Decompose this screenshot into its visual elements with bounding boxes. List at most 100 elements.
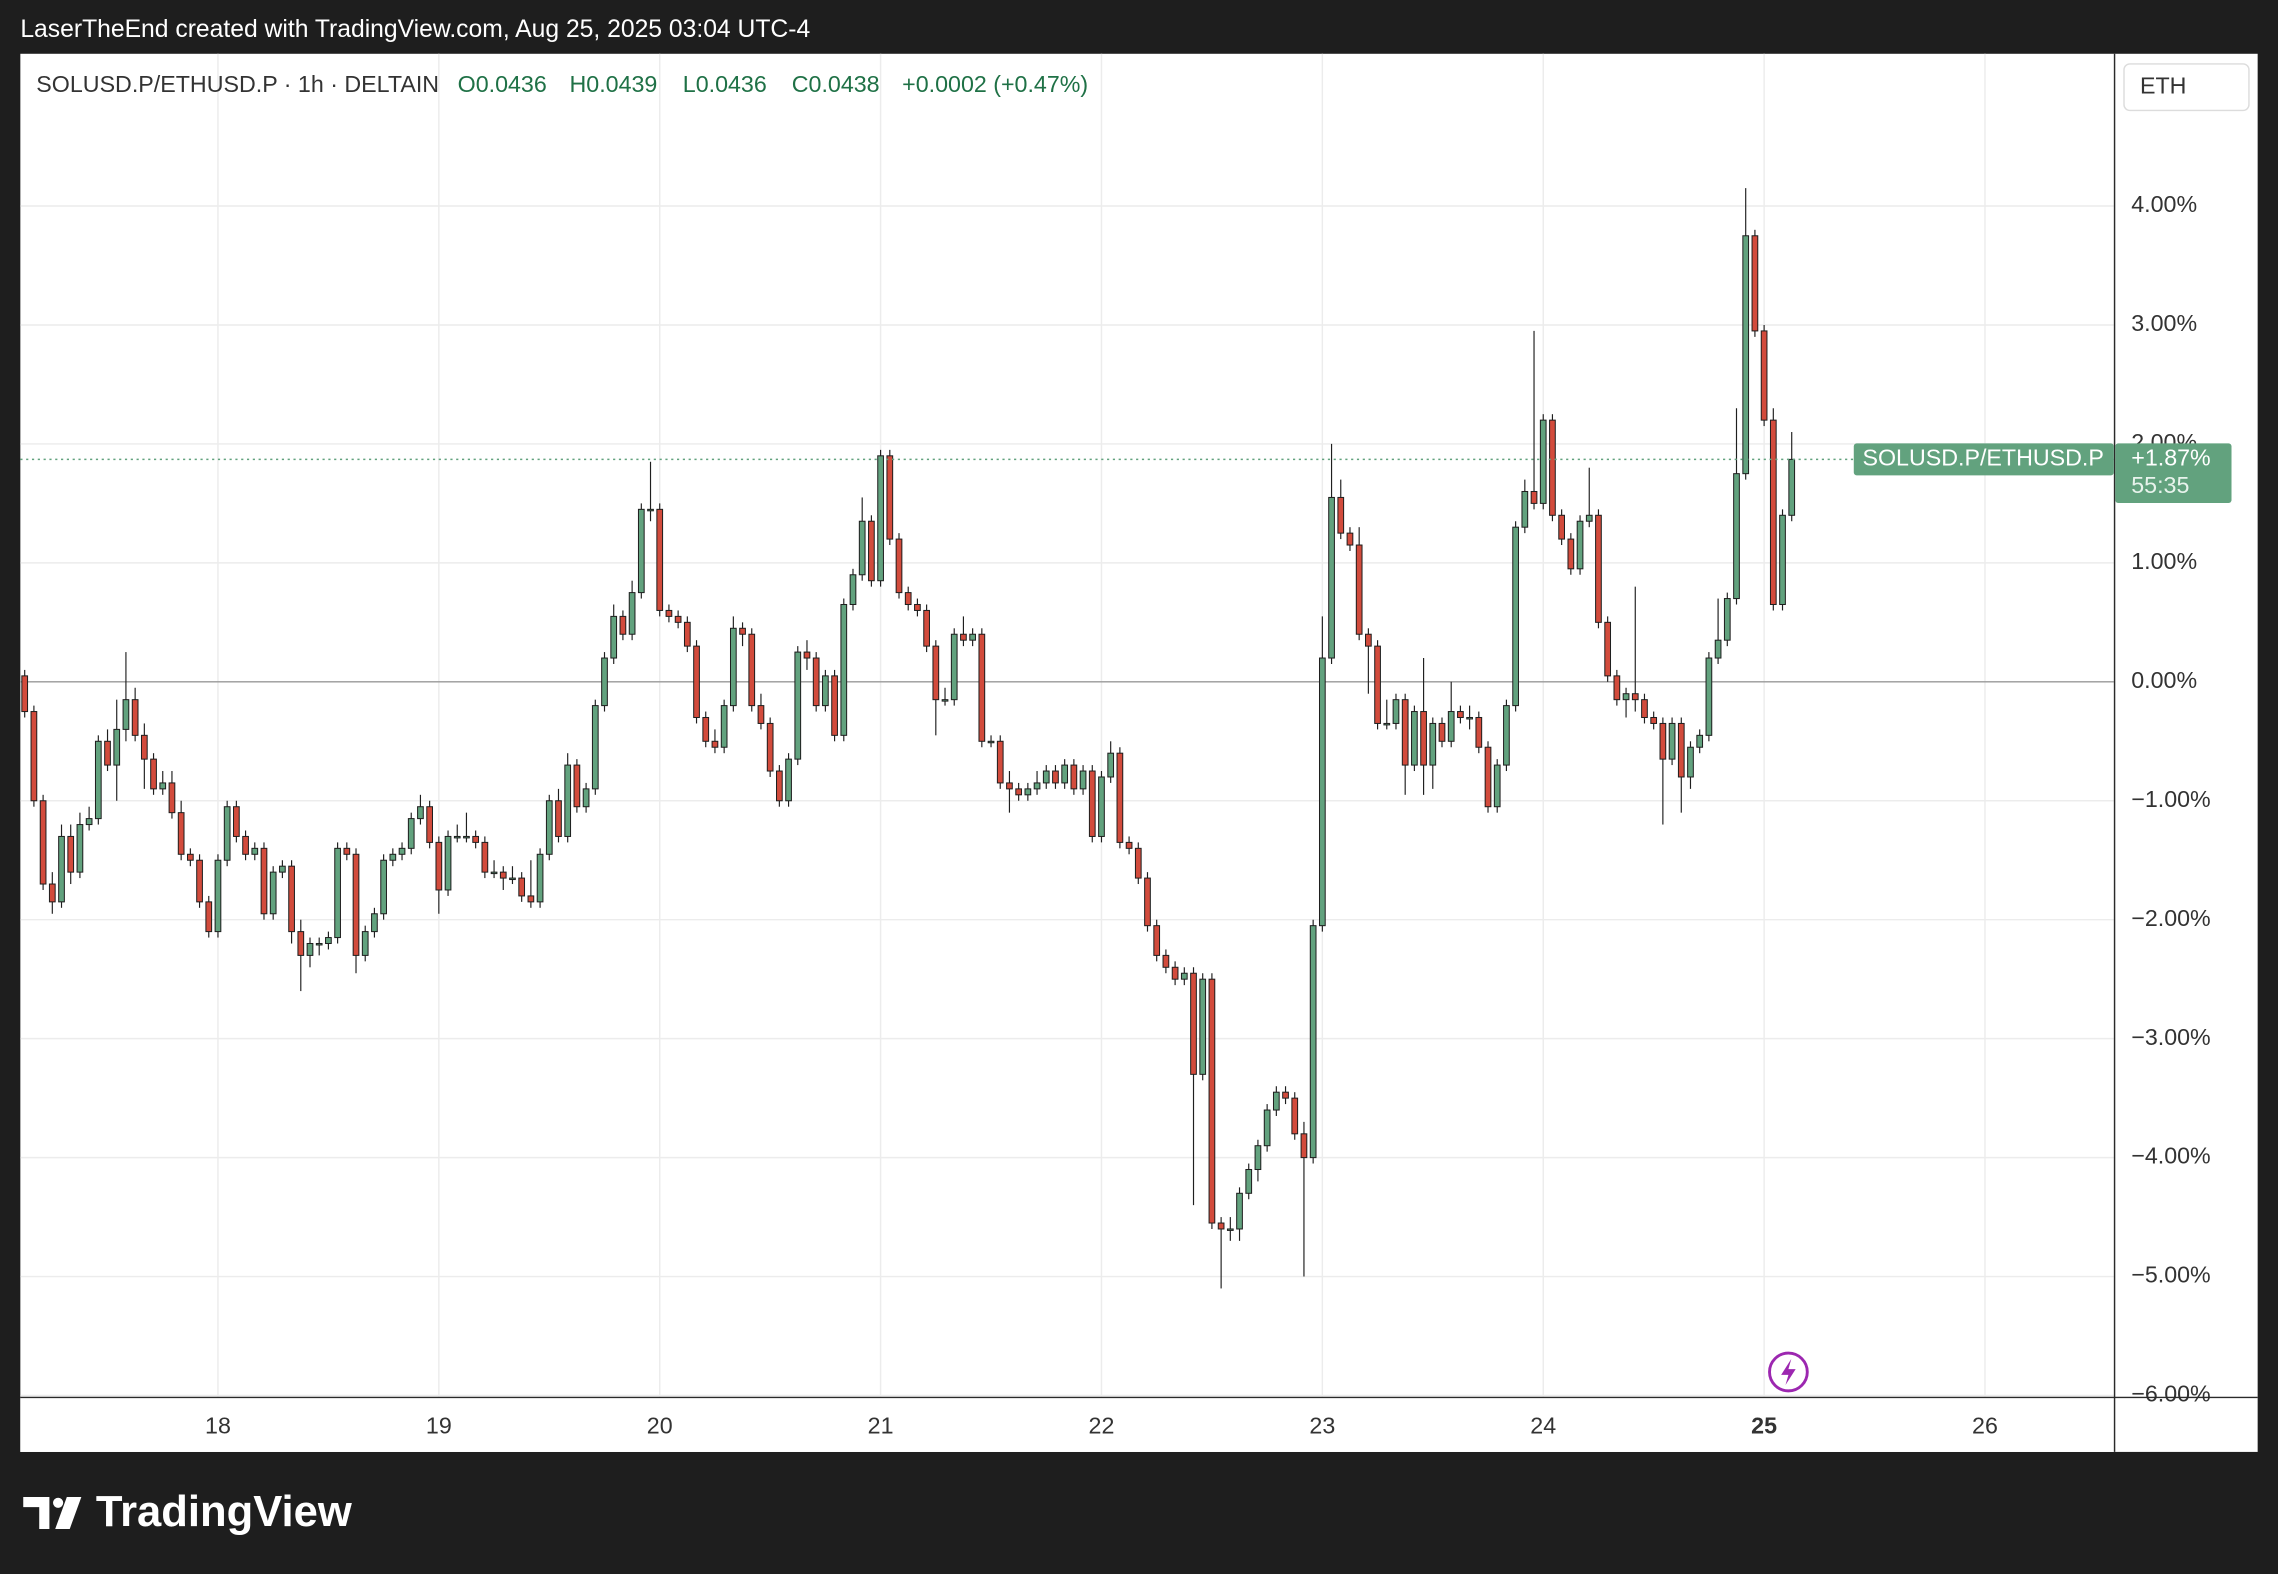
logo-dot [53,1497,64,1508]
countdown-label: 55:35 [2131,472,2189,498]
candle-body [794,651,802,760]
x-tick-label: 20 [647,1412,673,1438]
candle-body [950,633,958,701]
candle-body [1171,966,1179,980]
candle-body [1226,1228,1234,1231]
candle-body [361,931,369,956]
candle-body [978,633,986,742]
candle-body [1070,764,1078,790]
candle-body [555,800,562,837]
candle-body [1733,473,1740,600]
alert-icon[interactable] [1768,1351,1809,1393]
candle-body [214,859,222,933]
overlay: 18 19 20 21 22 23 24 25 26 SOLUSD.P/ETHUSD.P +1.87… [205,443,2232,1438]
candle-body [1052,770,1059,784]
y-tick-label: 3.00% [2131,310,2197,336]
currency-button-box[interactable] [2123,63,2250,112]
x-tick-label: 26 [1972,1412,1998,1438]
y-tick-label: −6.00% [2131,1381,2210,1407]
candle-body [1613,675,1621,701]
y-tick-label: 4.00% [2131,191,2197,217]
candle-body [527,895,535,903]
time-axis [20,1398,2114,1452]
last-symbol-box [1853,443,2114,476]
candle-body [720,705,728,748]
y-tick-label: −2.00% [2131,905,2210,931]
y-tick-label: −5.00% [2131,1262,2210,1288]
candle-body [315,942,323,946]
candle-body [426,806,434,843]
alert-icon-bolt[interactable] [1781,1358,1796,1386]
candle-body [269,871,277,915]
candle-body [1217,1222,1225,1230]
candle-body [1144,877,1151,927]
candle-body [582,788,590,808]
x-tick-label: 24 [1530,1412,1556,1438]
candle-body [1549,419,1556,516]
candle-body [1153,925,1161,956]
candle-body [1567,538,1575,570]
candle-body [1631,693,1639,701]
currency-button-label[interactable]: ETH [2140,72,2186,98]
candle-body [1245,1168,1253,1194]
plot-area: 4.00%3.00%2.00%1.00%0.00%−1.00%−2.00%−3.… [20,53,2211,1407]
candle-body [1392,699,1400,724]
candle-body [186,853,194,861]
candle-body [1300,1133,1308,1159]
logo: TradingView [23,1488,352,1536]
candle-body [1309,925,1317,1159]
candle-body [1263,1109,1271,1147]
chart-panel [20,53,2258,1452]
candle-body [1779,514,1786,606]
candle-body [398,847,406,855]
candle-body [1622,693,1630,701]
candle-body [168,782,176,814]
candle-body [1180,972,1188,980]
candle-body [656,508,664,611]
candle-body [297,931,305,956]
candle-body [1116,752,1124,843]
candle-body [1365,633,1372,647]
candle-body [895,538,903,594]
candle-body [233,806,240,837]
candle-body [886,455,894,540]
candle-body [757,705,765,724]
candle-body [868,520,875,582]
candle-body [822,675,829,707]
legend-change: +0.0002 (+0.47%) [902,71,1088,97]
candle-body [260,847,268,915]
candle-body [1355,544,1363,635]
candle-body [1650,716,1658,724]
candle-body [683,621,691,647]
candle-body [1687,746,1694,778]
candle-body [776,770,783,802]
candle-body [1521,490,1529,528]
candle-body [564,764,572,837]
candle-body [1208,978,1216,1224]
candle-body [472,835,480,843]
candle-body [610,615,618,659]
candle-body [58,835,65,903]
candle-body [122,699,130,730]
candle-body [812,657,820,707]
candle-body [536,853,544,903]
candle-body [380,859,387,915]
candle-body [729,627,737,707]
currency-button[interactable]: ETH [2123,63,2250,112]
candle-body [1134,847,1142,879]
candle-body [325,937,332,945]
candle-body [647,508,654,512]
candle-body [1024,788,1032,796]
candle-body [1429,722,1437,766]
x-tick-label: 22 [1089,1412,1115,1438]
candle-body [1254,1145,1262,1171]
candle-body [177,812,185,855]
candle-body [960,633,967,641]
candle-body [803,651,811,659]
candle-body [1190,972,1197,1075]
candle-body [1714,639,1722,659]
candle-body [407,818,415,849]
candle-body [840,603,848,736]
candle-body [85,818,93,826]
